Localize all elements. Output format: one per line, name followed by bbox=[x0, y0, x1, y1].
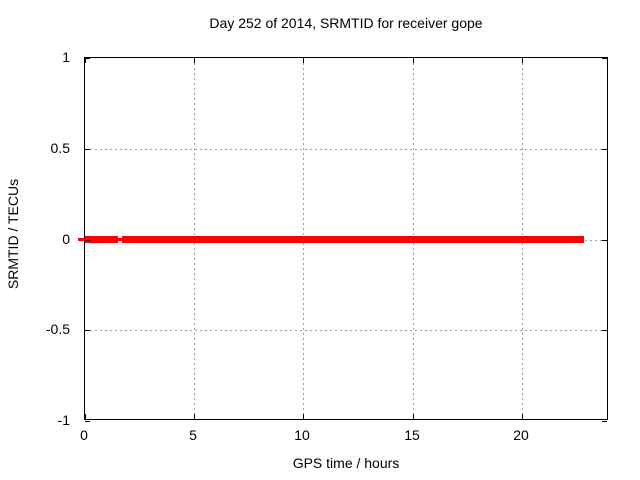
x-tick-mark bbox=[85, 414, 86, 419]
y-tick-mark bbox=[602, 58, 607, 59]
y-tick-label: -1 bbox=[57, 412, 70, 428]
data-series-segment bbox=[85, 236, 118, 243]
y-tick-mark bbox=[602, 330, 607, 331]
gridline-horizontal bbox=[85, 330, 607, 331]
plot-area bbox=[78, 57, 608, 422]
y-tick-label: 0.5 bbox=[50, 140, 70, 156]
y-tick-mark bbox=[602, 421, 607, 422]
data-series-segment bbox=[122, 236, 584, 243]
y-tick-label: -0.5 bbox=[45, 321, 70, 337]
chart-title: Day 252 of 2014, SRMTID for receiver gop… bbox=[209, 15, 483, 31]
y-tick-label: 0 bbox=[62, 231, 70, 247]
x-axis-label: GPS time / hours bbox=[292, 455, 400, 471]
x-tick-mark bbox=[303, 58, 304, 63]
x-tick-mark bbox=[522, 58, 523, 63]
y-tick-mark bbox=[85, 58, 90, 59]
x-tick-label: 10 bbox=[294, 427, 310, 443]
y-tick-mark bbox=[602, 149, 607, 150]
x-tick-mark bbox=[303, 414, 304, 419]
gridline-horizontal bbox=[85, 149, 607, 150]
x-tick-mark bbox=[413, 58, 414, 63]
y-axis-label: SRMTID / TECUs bbox=[5, 178, 21, 290]
y-tick-label: 1 bbox=[62, 49, 70, 65]
x-tick-label: 20 bbox=[513, 427, 529, 443]
x-tick-mark bbox=[413, 414, 414, 419]
y-tick-mark bbox=[85, 149, 90, 150]
y-tick-mark bbox=[85, 421, 90, 422]
y-tick-mark bbox=[602, 240, 607, 241]
x-tick-mark bbox=[194, 414, 195, 419]
x-tick-mark bbox=[522, 414, 523, 419]
x-tick-label: 15 bbox=[404, 427, 420, 443]
x-tick-label: 0 bbox=[80, 427, 88, 443]
x-tick-mark bbox=[85, 58, 86, 63]
y-tick-mark bbox=[85, 330, 90, 331]
x-tick-mark bbox=[194, 58, 195, 63]
y-tick-mark bbox=[85, 240, 90, 241]
x-tick-label: 5 bbox=[189, 427, 197, 443]
